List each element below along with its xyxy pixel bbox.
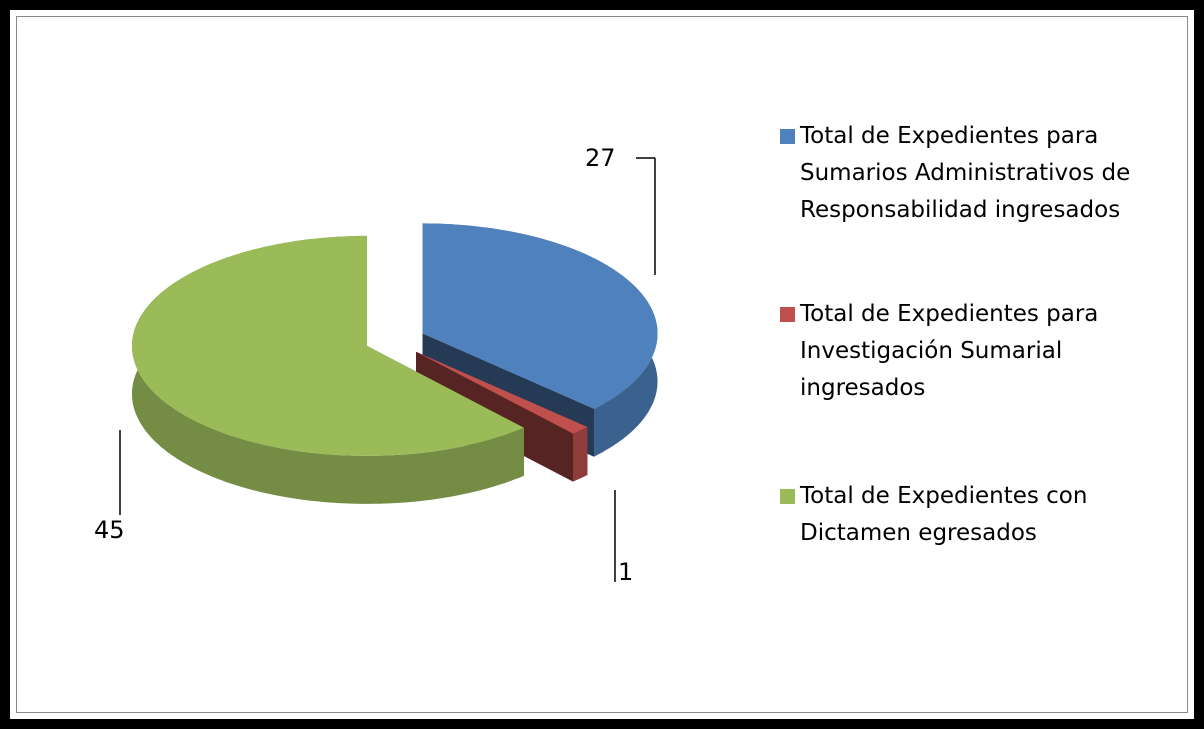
- slice-rim: [573, 427, 588, 482]
- pie-slice: [132, 235, 524, 456]
- legend-label: Total de Expedientes para Investigación …: [800, 301, 1099, 401]
- data-label: 45: [94, 516, 125, 544]
- plot-frame: [16, 16, 1188, 713]
- legend-label: Total de Expedientes con Dictamen egresa…: [800, 483, 1088, 546]
- pie-slice: [422, 223, 658, 409]
- data-label: 1: [618, 558, 633, 586]
- pie-slice: [416, 351, 588, 434]
- legend-label: Total de Expedientes para Sumarios Admin…: [800, 123, 1131, 223]
- legend-swatch: [780, 307, 795, 322]
- legend-swatch: [780, 129, 795, 144]
- legend-entry: Total de Expedientes para Sumarios Admin…: [780, 118, 1165, 229]
- legend-swatch: [780, 489, 795, 504]
- legend-entry: Total de Expedientes con Dictamen egresa…: [780, 478, 1165, 552]
- pie-area: 27 1 45: [94, 144, 658, 586]
- legend-entry: Total de Expedientes para Investigación …: [780, 296, 1165, 407]
- data-label: 27: [585, 144, 616, 172]
